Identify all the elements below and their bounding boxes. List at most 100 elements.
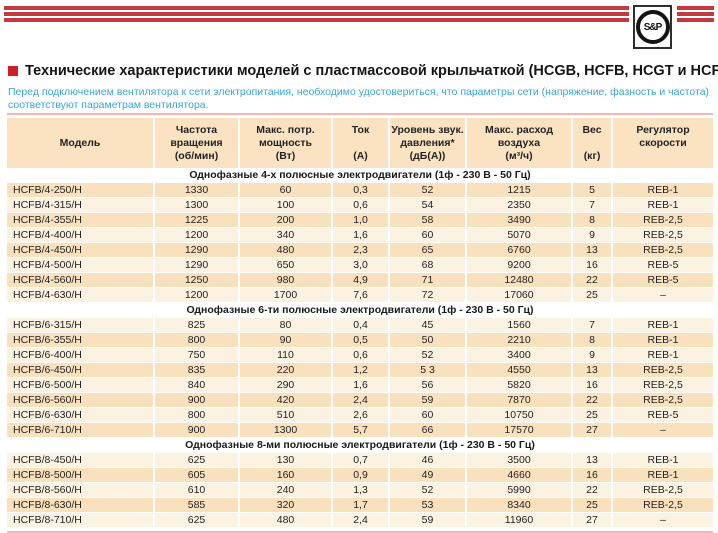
cell-weight: 7: [573, 318, 613, 333]
column-header-airflow: Макс. расход воздуха (м³/ч): [467, 118, 573, 168]
table-header-row: Модель Частота вращения (об/мин) Макс. потр.…: [7, 118, 713, 168]
cell-weight: 22: [573, 483, 613, 498]
cell-rpm: 900: [155, 393, 240, 408]
cell-rpm: 1200: [155, 288, 240, 303]
cell-regulator: REB-1: [613, 198, 713, 213]
cell-power: 340: [240, 228, 333, 243]
cell-power: 240: [240, 483, 333, 498]
cell-rpm: 1290: [155, 258, 240, 273]
cell-regulator: –: [613, 423, 713, 438]
cell-noise: 52: [390, 183, 467, 198]
cell-current: 5,7: [333, 423, 390, 438]
table-row: HCFB/6-500/H 840 290 1,6 56 5820 16 REB-2,5: [7, 378, 713, 393]
cell-noise: 49: [390, 468, 467, 483]
cell-rpm: 800: [155, 408, 240, 423]
cell-rpm: 750: [155, 348, 240, 363]
cell-noise: 60: [390, 228, 467, 243]
cell-rpm: 585: [155, 498, 240, 513]
cell-noise: 60: [390, 408, 467, 423]
cell-power: 100: [240, 198, 333, 213]
cell-noise: 59: [390, 513, 467, 528]
cell-regulator: REB-2,5: [613, 393, 713, 408]
cell-model: HCFB/4-560/H: [7, 273, 155, 288]
cell-current: 4,9: [333, 273, 390, 288]
cell-model: HCFB/6-400/H: [7, 348, 155, 363]
cell-model: HCFB/4-450/H: [7, 243, 155, 258]
cell-weight: 27: [573, 513, 613, 528]
cell-regulator: –: [613, 288, 713, 303]
section-header: Однофазные 8-ми полюсные электродвигател…: [7, 438, 713, 453]
table-row: HCFB/4-250/H 1330 60 0,3 52 1215 5 REB-1: [7, 183, 713, 198]
cell-airflow: 17570: [467, 423, 573, 438]
cell-airflow: 5820: [467, 378, 573, 393]
cell-regulator: REB-1: [613, 183, 713, 198]
cell-regulator: REB-5: [613, 273, 713, 288]
cell-rpm: 610: [155, 483, 240, 498]
cell-regulator: REB-5: [613, 408, 713, 423]
cell-rpm: 800: [155, 333, 240, 348]
section-header: Однофазные 4-х полюсные электродвигатели…: [7, 168, 713, 183]
cell-noise: 45: [390, 318, 467, 333]
cell-regulator: REB-2,5: [613, 483, 713, 498]
cell-weight: 13: [573, 453, 613, 468]
table-row: HCFB/8-500/H 605 160 0,9 49 4660 16 REB-1: [7, 468, 713, 483]
column-header-rpm: Частота вращения (об/мин): [155, 118, 240, 168]
intro-note: Перед подключением вентилятора к сети эл…: [8, 86, 710, 111]
table-row: HCFB/4-450/H 1290 480 2,3 65 6760 13 REB-2,5: [7, 243, 713, 258]
cell-weight: 8: [573, 333, 613, 348]
cell-rpm: 1250: [155, 273, 240, 288]
cell-weight: 16: [573, 468, 613, 483]
table-row: HCFB/6-710/H 900 1300 5,7 66 17570 27–: [7, 423, 713, 438]
cell-airflow: 1215: [467, 183, 573, 198]
table-row: HCFB/8-450/H 625 130 0,7 46 3500 13 REB-1: [7, 453, 713, 468]
cell-model: HCFB/6-315/H: [7, 318, 155, 333]
table-row: HCFB/4-560/H 1250 980 4,9 71 12480 22 REB-5: [7, 273, 713, 288]
cell-rpm: 605: [155, 468, 240, 483]
cell-regulator: REB-2,5: [613, 243, 713, 258]
cell-power: 980: [240, 273, 333, 288]
cell-weight: 9: [573, 348, 613, 363]
cell-regulator: REB-1: [613, 318, 713, 333]
cell-noise: 68: [390, 258, 467, 273]
cell-weight: 13: [573, 363, 613, 378]
brand-stripe: [677, 12, 714, 16]
spec-table: Модель Частота вращения (об/мин) Макс. потр.…: [7, 118, 713, 528]
table-row: HCFB/4-400/H 1200 340 1,6 60 5070 9 REB-2,5: [7, 228, 713, 243]
column-header-regulator: Регулятор скорости: [613, 118, 713, 168]
section-header: Однофазные 6-ти полюсные электродвигател…: [7, 303, 713, 318]
table-row: HCFB/6-315/H 825 80 0,4 45 1560 7 REB-1: [7, 318, 713, 333]
brand-stripe: [677, 18, 714, 22]
table-row: HCFB/6-560/H 900 420 2,4 59 7870 22 REB-2,5: [7, 393, 713, 408]
cell-model: HCFB/6-500/H: [7, 378, 155, 393]
cell-power: 510: [240, 408, 333, 423]
cell-regulator: REB-2,5: [613, 378, 713, 393]
cell-weight: 16: [573, 258, 613, 273]
column-header-noise: Уровень звук. давления* (дБ(А)): [390, 118, 467, 168]
cell-model: HCFB/6-355/H: [7, 333, 155, 348]
cell-airflow: 5990: [467, 483, 573, 498]
table-row: HCFB/6-355/H 800 90 0,5 50 2210 8 REB-1: [7, 333, 713, 348]
cell-rpm: 1290: [155, 243, 240, 258]
cell-regulator: REB-2,5: [613, 228, 713, 243]
cell-regulator: REB-1: [613, 333, 713, 348]
cell-weight: 16: [573, 378, 613, 393]
table-row: HCFB/4-630/H 1200 1700 7,6 72 17060 25–: [7, 288, 713, 303]
cell-current: 0,5: [333, 333, 390, 348]
table-row: HCFB/4-315/H 1300 100 0,6 54 2350 7 REB-1: [7, 198, 713, 213]
cell-weight: 8: [573, 213, 613, 228]
cell-noise: 72: [390, 288, 467, 303]
cell-rpm: 840: [155, 378, 240, 393]
table-row: HCFB/4-500/H 1290 650 3,0 68 9200 16 REB-5: [7, 258, 713, 273]
cell-regulator: REB-1: [613, 468, 713, 483]
cell-noise: 53: [390, 498, 467, 513]
cell-airflow: 3490: [467, 213, 573, 228]
cell-current: 1,6: [333, 228, 390, 243]
cell-power: 80: [240, 318, 333, 333]
cell-current: 0,4: [333, 318, 390, 333]
cell-weight: 27: [573, 423, 613, 438]
cell-rpm: 1300: [155, 198, 240, 213]
cell-regulator: –: [613, 513, 713, 528]
table-row: HCFB/6-400/H 750 110 0,6 52 3400 9 REB-1: [7, 348, 713, 363]
cell-rpm: 625: [155, 513, 240, 528]
table-row: HCFB/8-560/H 610 240 1,3 52 5990 22 REB-2,5: [7, 483, 713, 498]
